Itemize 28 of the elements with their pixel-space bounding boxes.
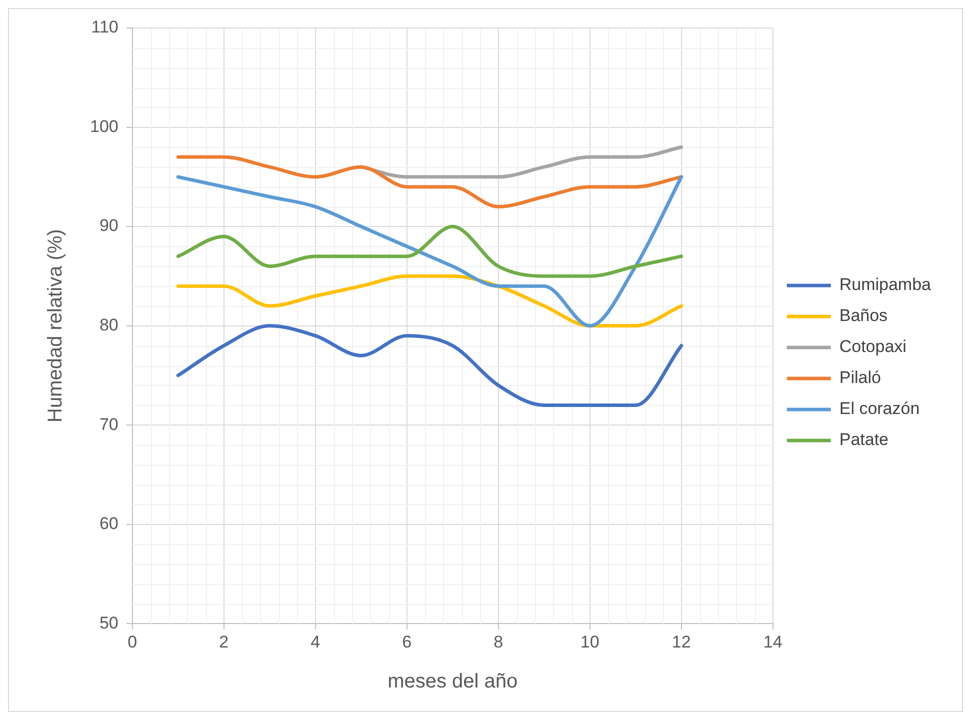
legend-label: Pilaló bbox=[839, 368, 881, 388]
x-tick-label: 10 bbox=[580, 632, 600, 652]
y-tick-label: 100 bbox=[90, 116, 118, 136]
x-axis-title: meses del año bbox=[388, 670, 518, 693]
legend-label: Cotopaxi bbox=[839, 337, 906, 356]
legend-label: Rumipamba bbox=[839, 275, 932, 294]
y-tick-label: 90 bbox=[99, 216, 118, 236]
legend-label: Patate bbox=[839, 430, 889, 450]
line-series bbox=[176, 224, 684, 278]
y-tick-label: 50 bbox=[99, 613, 118, 632]
line-series bbox=[359, 145, 684, 179]
y-axis-title: Humedad relativa (%) bbox=[44, 229, 67, 423]
x-tick-label: 12 bbox=[672, 632, 691, 652]
x-tick-label: 14 bbox=[763, 632, 782, 652]
line-series bbox=[176, 274, 684, 328]
x-tick-label: 6 bbox=[402, 632, 412, 652]
y-tick-label: 60 bbox=[99, 514, 118, 534]
legend-label: Baños bbox=[839, 306, 888, 326]
y-tick-label: 110 bbox=[91, 18, 118, 37]
line-series bbox=[176, 175, 684, 328]
line-series bbox=[176, 324, 684, 407]
x-tick-label: 4 bbox=[310, 632, 320, 652]
x-tick-label: 8 bbox=[494, 632, 504, 652]
x-tick-label: 2 bbox=[219, 632, 229, 652]
y-tick-label: 70 bbox=[99, 414, 118, 434]
x-tick-label: 0 bbox=[128, 632, 138, 652]
y-tick-label: 80 bbox=[99, 315, 118, 334]
legend-label: El corazón bbox=[839, 399, 920, 418]
